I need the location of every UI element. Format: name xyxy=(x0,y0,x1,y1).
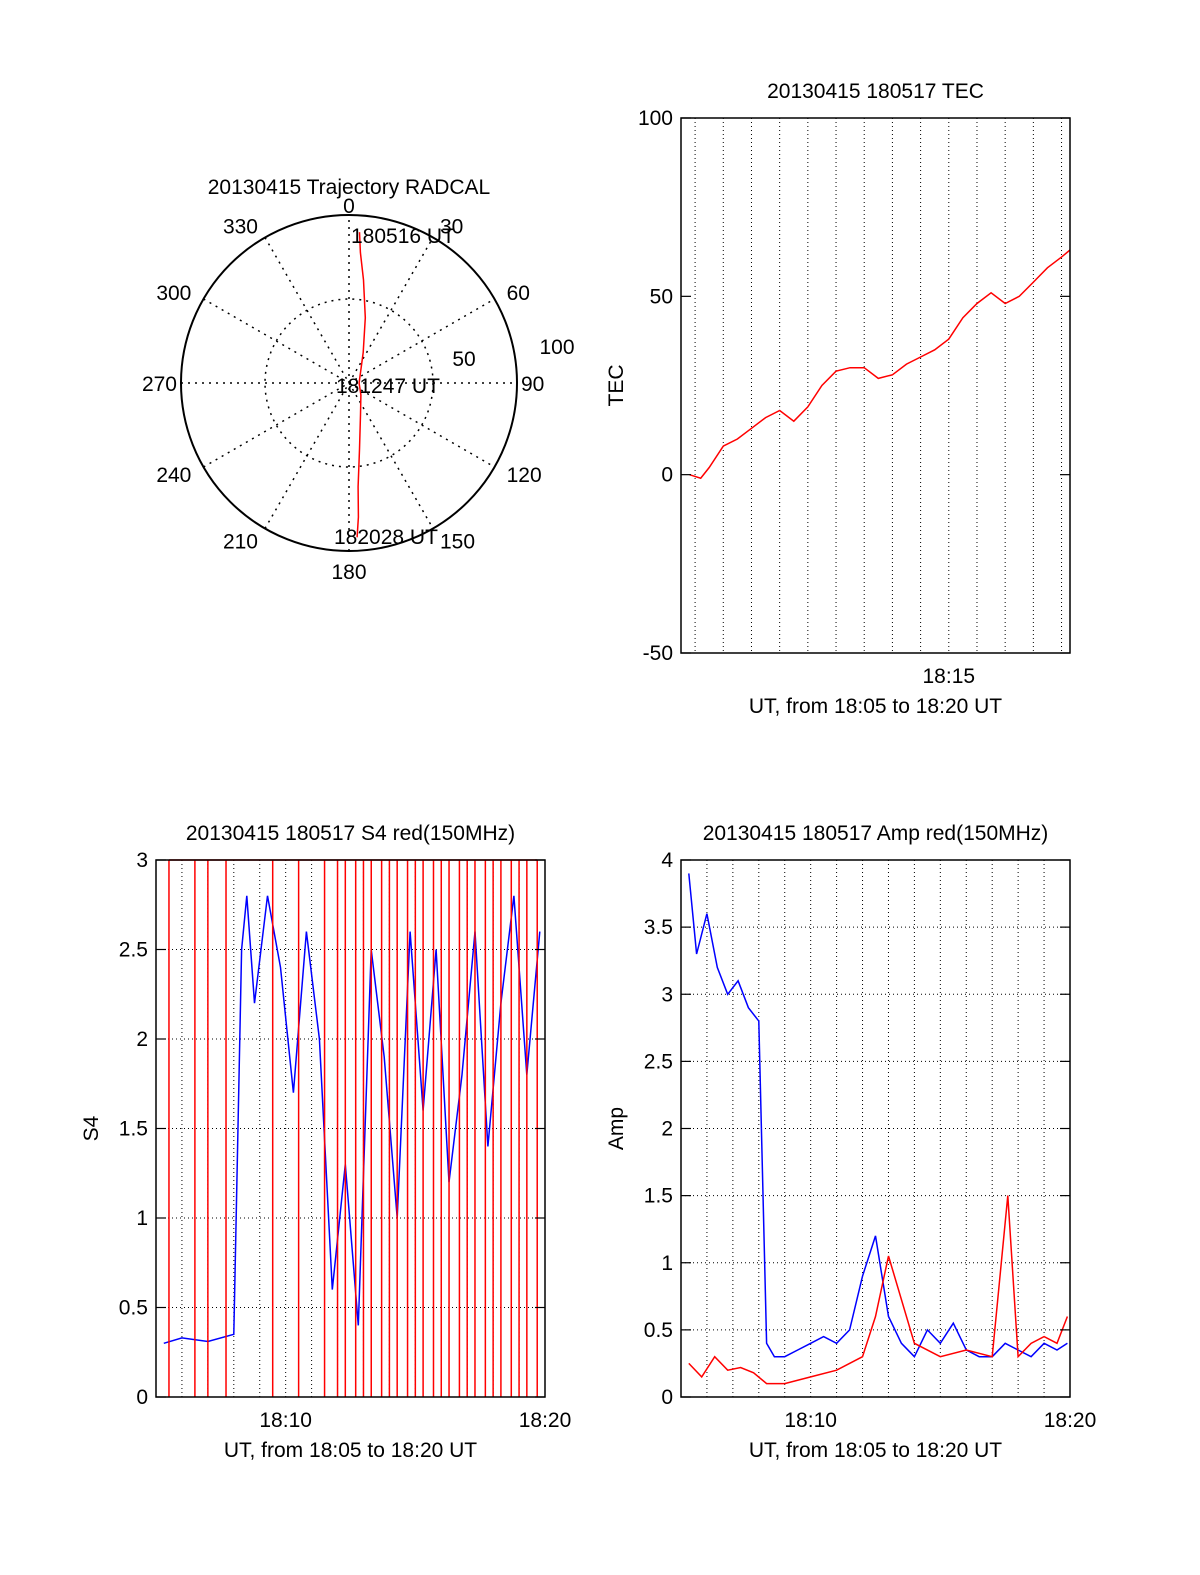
y-tick-label: 100 xyxy=(638,107,673,130)
series-line-0 xyxy=(163,895,541,1345)
time-annotation: 182028 UT xyxy=(334,526,438,549)
azimuth-label: 120 xyxy=(507,464,542,487)
y-tick-label: 0.5 xyxy=(119,1297,148,1320)
series-line-0 xyxy=(689,249,1071,480)
time-annotation: 180516 UT xyxy=(351,225,455,248)
y-tick-label: 3.5 xyxy=(644,916,673,939)
azimuth-label: 210 xyxy=(223,531,258,554)
y-tick-label: 2 xyxy=(661,1118,673,1141)
polar-title: 20130415 Trajectory RADCAL xyxy=(208,176,491,199)
x-axis-label: UT, from 18:05 to 18:20 UT xyxy=(749,695,1002,718)
y-tick-label: 1.5 xyxy=(119,1118,148,1141)
y-tick-label: 2.5 xyxy=(644,1050,673,1073)
x-axis-label: UT, from 18:05 to 18:20 UT xyxy=(224,1439,477,1462)
series-line-1 xyxy=(688,1195,1069,1385)
azimuth-label: 270 xyxy=(142,373,177,396)
y-tick-label: 3 xyxy=(661,983,673,1006)
azimuth-label: 60 xyxy=(507,282,530,305)
polar-chart: 0 30 60 90 120 150 180 210 240 270 300 330 50 100 2013… xyxy=(142,176,575,584)
radial-label: 100 xyxy=(539,336,574,359)
radial-label: 50 xyxy=(452,348,475,371)
trajectory-line xyxy=(356,232,367,538)
y-tick-label: 1 xyxy=(661,1252,673,1275)
y-axis-label: S4 xyxy=(80,1115,103,1141)
y-tick-label: 0 xyxy=(136,1386,148,1409)
y-tick-label: 0.5 xyxy=(644,1319,673,1342)
azimuth-label: 240 xyxy=(156,464,191,487)
x-tick-label: 18:20 xyxy=(519,1409,572,1432)
chart-title: 20130415 180517 TEC xyxy=(767,80,984,103)
y-axis-label: Amp xyxy=(605,1107,628,1150)
x-tick-label: 18:10 xyxy=(259,1409,312,1432)
chart-panel-2: 0 0.5 1 1.5 2 2.5 3 18:10 18:20 20130415 180517 S… xyxy=(80,822,571,1462)
azimuth-label: 90 xyxy=(521,373,544,396)
x-tick-label: 18:20 xyxy=(1044,1409,1097,1432)
azimuth-label: 30 xyxy=(440,215,463,238)
azimuth-label: 300 xyxy=(156,282,191,305)
y-tick-label: 0 xyxy=(661,1386,673,1409)
chart-title: 20130415 180517 S4 red(150MHz) xyxy=(186,822,515,845)
x-tick-label: 18:15 xyxy=(923,665,976,688)
azimuth-label: 330 xyxy=(223,215,258,238)
y-tick-label: 2.5 xyxy=(119,939,148,962)
y-tick-label: -50 xyxy=(643,642,673,665)
y-tick-label: 1 xyxy=(136,1207,148,1230)
y-tick-label: 2 xyxy=(136,1028,148,1051)
y-tick-label: 3 xyxy=(136,849,148,872)
series-line-0 xyxy=(688,873,1068,1358)
polar-spoke xyxy=(264,237,434,529)
y-axis-label: TEC xyxy=(605,365,628,407)
y-tick-label: 4 xyxy=(661,849,673,872)
chart-panel-1: -50 0 50 100 18:15 20130415 180517 TEC UT, fro… xyxy=(605,80,1071,718)
y-tick-label: 1.5 xyxy=(644,1185,673,1208)
x-axis-label: UT, from 18:05 to 18:20 UT xyxy=(749,1439,1002,1462)
azimuth-label: 180 xyxy=(331,561,366,584)
y-tick-label: 0 xyxy=(661,464,673,487)
azimuth-label: 0 xyxy=(343,195,355,218)
time-annotation: 181247 UT xyxy=(336,375,440,398)
x-tick-label: 18:10 xyxy=(784,1409,837,1432)
plot-frame xyxy=(680,117,1071,654)
chart-title: 20130415 180517 Amp red(150MHz) xyxy=(703,822,1049,845)
y-tick-label: 50 xyxy=(650,285,673,308)
azimuth-label: 150 xyxy=(440,531,475,554)
chart-panel-3: 0 0.5 1 1.5 2 2.5 3 3.5 4 18:10 18:20 20130415 1805… xyxy=(605,822,1096,1462)
